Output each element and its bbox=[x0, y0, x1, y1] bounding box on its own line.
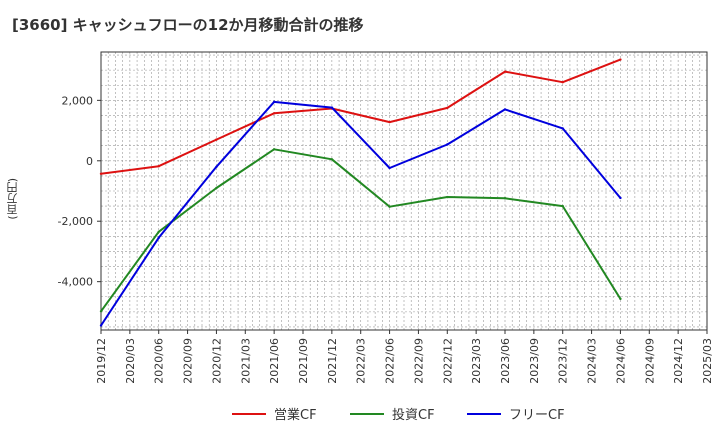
data-point bbox=[561, 204, 564, 208]
x-tick-label: 2020/06 bbox=[153, 338, 166, 384]
data-point bbox=[561, 127, 564, 130]
data-point bbox=[388, 120, 391, 124]
y-tick-labels: -4,000 -2,000 0 2,000 bbox=[58, 94, 101, 289]
legend-label: フリーCF bbox=[509, 408, 565, 423]
legend-label: 営業CF bbox=[274, 407, 317, 423]
data-point bbox=[619, 196, 622, 200]
data-point bbox=[330, 158, 334, 161]
data-point bbox=[99, 324, 103, 327]
data-point bbox=[446, 195, 449, 199]
grid-lines bbox=[100, 52, 708, 330]
y-tick-label: -2,000 bbox=[58, 215, 93, 228]
x-tick-label: 2022/12 bbox=[441, 338, 454, 384]
x-tick-label: 2023/03 bbox=[470, 338, 483, 384]
plot-frame bbox=[100, 51, 708, 331]
series-line bbox=[100, 100, 622, 327]
x-tick-label: 2021/12 bbox=[326, 338, 339, 384]
x-tick-label: 2024/09 bbox=[643, 338, 656, 384]
data-point bbox=[503, 108, 507, 111]
data-point bbox=[503, 197, 507, 200]
x-tick-label: 2023/09 bbox=[528, 338, 541, 384]
data-point bbox=[272, 112, 276, 115]
x-tick-label: 2024/06 bbox=[614, 338, 627, 384]
data-point bbox=[157, 230, 160, 233]
data-point bbox=[215, 165, 218, 169]
x-tick-label: 2022/06 bbox=[384, 338, 397, 384]
x-tick-label: 2023/06 bbox=[499, 338, 512, 384]
x-tick-label: 2021/03 bbox=[239, 338, 252, 384]
x-tick-label: 2025/03 bbox=[701, 338, 714, 384]
data-point bbox=[619, 297, 622, 301]
x-tick-label: 2022/09 bbox=[412, 338, 425, 384]
series-lines bbox=[99, 58, 622, 327]
data-point bbox=[272, 148, 276, 151]
data-point bbox=[388, 166, 391, 170]
x-tick-label: 2020/09 bbox=[182, 338, 195, 384]
data-point bbox=[446, 106, 449, 110]
x-tick-labels: 2019/12 2020/03 2020/06 2020/09 2020/12 2021/… bbox=[95, 330, 714, 384]
data-point bbox=[157, 165, 160, 168]
data-point bbox=[215, 138, 218, 141]
x-tick-label: 2022/03 bbox=[355, 338, 368, 384]
y-tick-label: 0 bbox=[86, 155, 93, 168]
x-tick-label: 2020/12 bbox=[210, 338, 223, 384]
data-point bbox=[272, 100, 276, 104]
series-line bbox=[100, 148, 622, 312]
x-tick-label: 2019/12 bbox=[95, 338, 108, 384]
legend-label: 投資CF bbox=[392, 407, 435, 423]
chart-title: [3660] キャッシュフローの12か月移動合計の推移 bbox=[12, 16, 364, 34]
data-point bbox=[215, 186, 218, 190]
data-point bbox=[503, 70, 507, 73]
y-tick-label: 2,000 bbox=[62, 94, 94, 107]
x-tick-label: 2023/12 bbox=[557, 338, 570, 384]
data-point bbox=[388, 205, 391, 208]
x-tick-label: 2024/12 bbox=[672, 338, 685, 384]
series-line bbox=[100, 58, 621, 175]
data-point bbox=[561, 81, 564, 84]
x-tick-label: 2024/03 bbox=[586, 338, 599, 384]
data-point bbox=[99, 310, 103, 313]
data-point bbox=[99, 172, 103, 175]
x-tick-label: 2020/03 bbox=[124, 338, 137, 384]
legend: 営業CF 投資CF フリーCF bbox=[232, 407, 565, 423]
y-tick-label: -4,000 bbox=[58, 276, 93, 289]
x-tick-label: 2021/09 bbox=[297, 338, 310, 384]
data-point bbox=[330, 106, 334, 109]
data-point bbox=[157, 236, 160, 240]
x-tick-label: 2021/06 bbox=[268, 338, 281, 384]
data-point bbox=[619, 58, 622, 61]
data-point bbox=[446, 143, 449, 146]
